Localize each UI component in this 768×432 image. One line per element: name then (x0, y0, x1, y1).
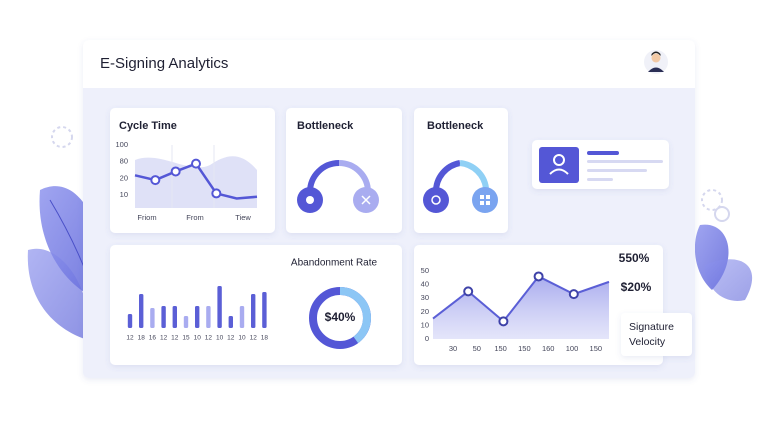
x-tick-label: 160 (542, 344, 555, 353)
abandonment-card (110, 245, 402, 365)
gauge (297, 160, 379, 213)
y-tick-label: 30 (421, 293, 429, 302)
x-tick-label: 12 (126, 335, 134, 342)
x-tick-label: From (186, 213, 204, 222)
bar (262, 292, 267, 328)
header (83, 40, 695, 88)
profile (539, 147, 663, 183)
x-tick-label: Tiew (235, 213, 251, 222)
point (191, 158, 201, 169)
line (432, 275, 610, 323)
point (170, 166, 181, 177)
x-tick-label: 12 (250, 335, 258, 342)
caption: Signature (629, 321, 674, 333)
bar (228, 316, 233, 328)
x-tick-label: 150 (590, 344, 603, 353)
point (211, 188, 222, 199)
bar (161, 306, 166, 328)
x-tick-label: 30 (449, 344, 457, 353)
x-tick-label: 150 (518, 344, 531, 353)
x-tick-label: Friom (137, 213, 156, 222)
bar (172, 306, 177, 328)
caption: Velocity (629, 336, 666, 348)
point (533, 271, 544, 282)
x-tick-label: 10 (238, 335, 246, 342)
card-title: Abandonment Rate (291, 258, 378, 269)
x-tick-label: 10 (216, 335, 224, 342)
bar (239, 306, 245, 328)
y-tick-label: 20 (421, 307, 429, 316)
avatar[interactable] (644, 50, 668, 74)
bar (150, 308, 155, 328)
x-tick-label: 10 (194, 335, 202, 342)
x-tick-label: 12 (171, 335, 179, 342)
bar (139, 294, 144, 328)
donut-label: $40% (325, 310, 356, 324)
y-tick-label: 20 (120, 173, 128, 182)
x-tick-label: 50 (473, 344, 481, 353)
bar (251, 294, 256, 328)
bar (127, 314, 133, 328)
stat: $20% (621, 280, 652, 294)
x-tick-label: 12 (205, 335, 213, 342)
y-tick-label: 100 (115, 140, 128, 149)
donut-value (309, 287, 371, 349)
point (568, 289, 579, 300)
area (433, 276, 609, 339)
y-tick-label: 0 (425, 334, 429, 343)
x-tick-label: 12 (160, 335, 168, 342)
bar (183, 316, 189, 328)
x-tick-label: 16 (149, 335, 157, 342)
stat: 550% (619, 251, 650, 265)
card-title: Cycle Time (119, 120, 177, 132)
y-tick-label: 80 (120, 157, 128, 166)
title: E-Signing Analytics (100, 55, 228, 72)
card-title: Bottleneck (427, 120, 484, 132)
x-tick-label: 15 (182, 335, 190, 342)
y-tick-label: 10 (421, 320, 429, 329)
y-tick-label: 10 (120, 190, 128, 199)
x-tick-label: 100 (566, 344, 579, 353)
caption-card (621, 313, 692, 356)
bar (217, 286, 222, 328)
bar (195, 306, 200, 328)
gauge (423, 160, 498, 213)
x-tick-label: 18 (138, 335, 146, 342)
y-tick-label: 40 (421, 280, 429, 289)
y-tick-label: 50 (421, 266, 429, 275)
x-tick-label: 18 (261, 335, 269, 342)
card-title: Bottleneck (297, 120, 354, 132)
x-tick-label: 150 (494, 344, 507, 353)
point (150, 175, 161, 186)
point (463, 286, 474, 297)
point (498, 316, 509, 327)
bar (206, 306, 211, 328)
x-tick-label: 12 (227, 335, 235, 342)
